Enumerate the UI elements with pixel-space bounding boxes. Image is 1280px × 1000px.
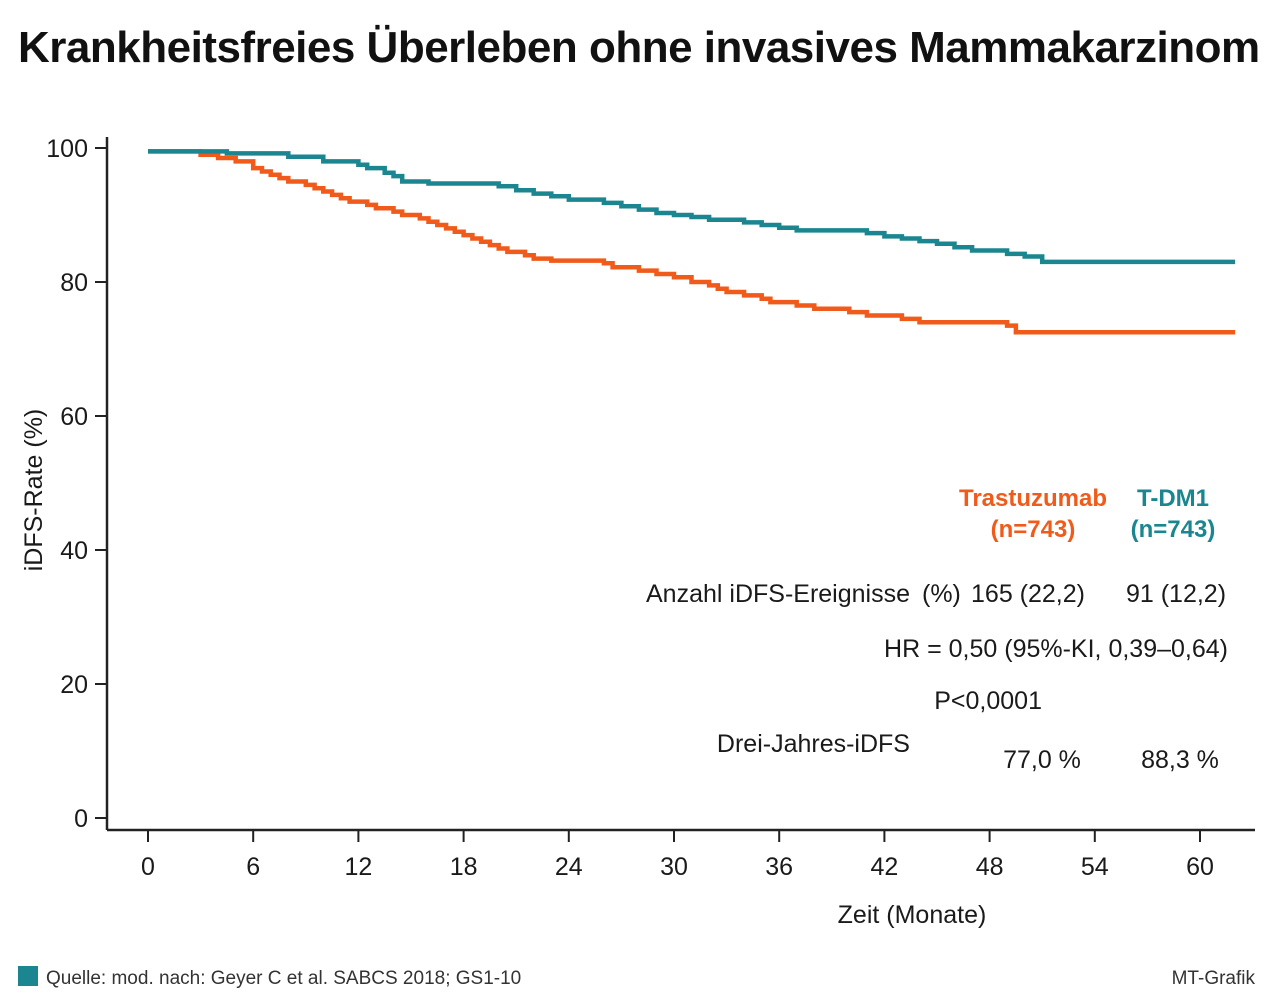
chart-title: Krankheitsfreies Überleben ohne invasive… [18,23,1260,72]
x-tick-label: 36 [765,853,793,881]
events-label: Anzahl iDFS-Ereignisse [646,580,910,608]
series-line-tdm1 [148,149,1236,265]
stats-block: Anzahl iDFS-Ereignisse (%) 165 (22,2) 91… [646,580,1228,774]
three-year-trastuzumab: 77,0 % [1003,746,1081,774]
source-text: Quelle: mod. nach: Geyer C et al. SABCS … [46,968,521,989]
x-ticks: 0 6 12 18 24 30 36 42 48 54 60 [141,830,1214,881]
x-tick-label: 24 [555,853,583,881]
x-tick-label: 54 [1081,853,1109,881]
y-tick-label: 40 [60,537,88,565]
legend: Trastuzumab (n=743) T-DM1 (n=743) [959,485,1215,543]
y-tick-label: 0 [74,805,88,833]
y-tick-label: 60 [60,403,88,431]
events-trastuzumab: 165 (22,2) [971,580,1085,608]
hazard-ratio: HR = 0,50 (95%-KI, 0,39–0,64) [884,635,1228,663]
x-tick-label: 30 [660,853,688,881]
events-unit: (%) [922,580,961,608]
footer: Quelle: mod. nach: Geyer C et al. SABCS … [18,966,1255,989]
y-axis-label: iDFS-Rate (%) [20,409,48,572]
legend-tdm1-name: T-DM1 [1137,485,1209,512]
x-tick-label: 0 [141,853,155,881]
legend-tdm1-n: (n=743) [1131,516,1216,543]
x-axis-label: Zeit (Monate) [838,901,987,929]
x-tick-label: 6 [246,853,260,881]
chart-axes [105,137,1255,832]
p-value: P<0,0001 [934,687,1042,715]
credit-text: MT-Grafik [1172,968,1256,989]
y-tick-label: 80 [60,269,88,297]
y-ticks: 0 20 40 60 80 100 [46,135,107,833]
y-tick-label: 20 [60,671,88,699]
three-year-tdm1: 88,3 % [1141,746,1219,774]
x-tick-label: 60 [1186,853,1214,881]
x-tick-label: 12 [344,853,372,881]
source-square-icon [18,966,38,986]
y-tick-label: 100 [46,135,88,163]
survival-curves [148,149,1236,335]
x-tick-label: 48 [976,853,1004,881]
legend-trastuzumab-n: (n=743) [991,516,1076,543]
legend-trastuzumab-name: Trastuzumab [959,485,1107,512]
x-tick-label: 42 [870,853,898,881]
x-tick-label: 18 [450,853,478,881]
three-year-label: Drei-Jahres-iDFS [717,730,910,758]
series-line-trastuzumab [148,149,1236,335]
events-tdm1: 91 (12,2) [1126,580,1226,608]
